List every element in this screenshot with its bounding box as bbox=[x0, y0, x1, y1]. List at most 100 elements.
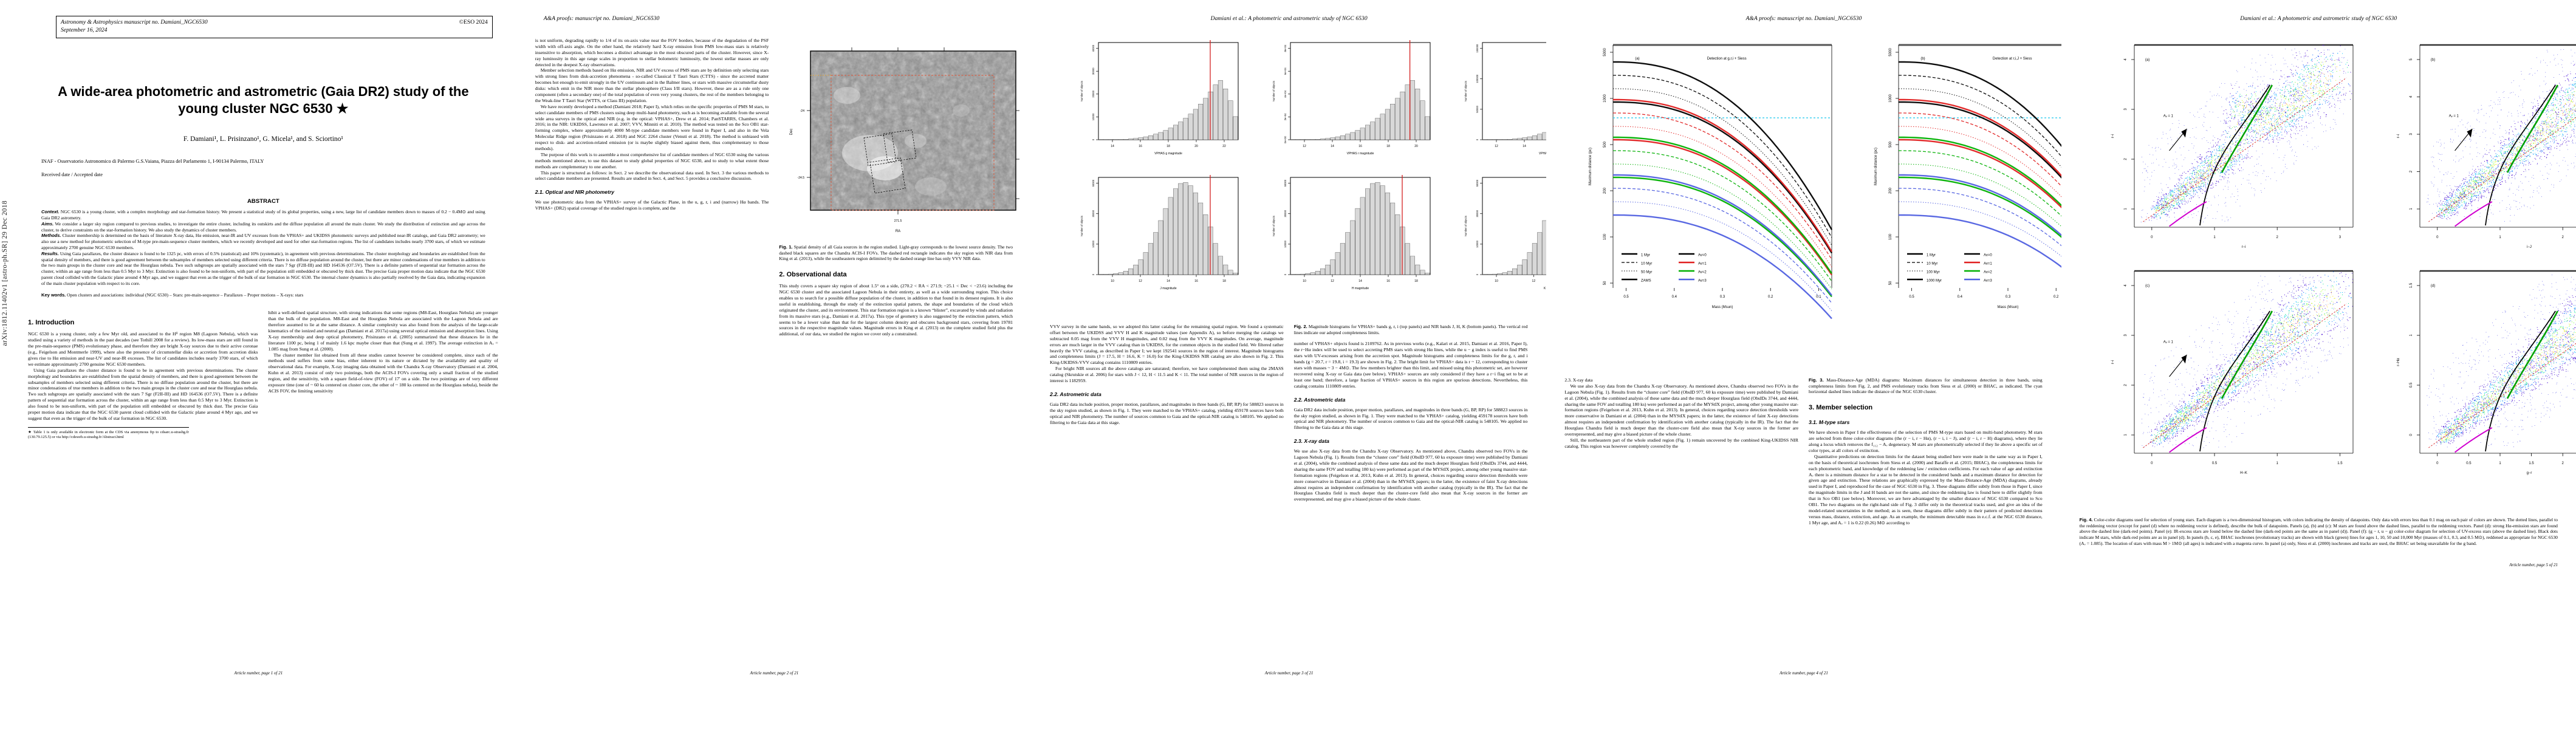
page-3: Damiani et al.: A photometric and astrom… bbox=[1032, 0, 1547, 729]
page-footer-5: Article number, page 5 of 21 bbox=[2509, 562, 2558, 567]
fig2-xtick: 20 bbox=[1414, 145, 1418, 148]
fig2-ytick: 10000 bbox=[1092, 113, 1095, 120]
fig2-xtick: 12 bbox=[1331, 279, 1334, 283]
fig4-panel: Aᵥ = 1 (c) 0 0.5 1 1.5 1 2 3 4 H−K r−i bbox=[2111, 270, 2354, 475]
fig3-ytick: 1000 bbox=[1889, 94, 1893, 103]
fig2-ytick: 4e+04 bbox=[1284, 90, 1287, 97]
fig2-ytick: 30000 bbox=[1092, 210, 1095, 217]
fig4-xtick: 2 bbox=[2561, 462, 2564, 465]
fig2-ytick: 100000 bbox=[1476, 74, 1479, 83]
fig3-panel-title: Detection at g,r,i + Siess bbox=[1707, 57, 1747, 61]
fig3-legend-age: 1 Myr bbox=[1641, 254, 1650, 258]
section-heading-member-selection: 3. Member selection bbox=[1809, 404, 1873, 412]
figure-1: 271.5 -24 -24.5 RA Dec Fig. 1. Spatial d… bbox=[779, 38, 1020, 262]
fig2-xlabel: K magnitude bbox=[1544, 287, 1546, 290]
fig2-ylabel: Number of objects bbox=[1272, 216, 1275, 236]
fig4-ylabel: r−i bbox=[2111, 134, 2115, 139]
column-right-4: Fig. 3. Mass-Distance-Age (MDA) diagrams… bbox=[1809, 377, 2043, 526]
body-paragraph: This study covers a square sky region of… bbox=[779, 283, 1013, 337]
figure-4-caption: Fig. 4. Color-color diagrams used for se… bbox=[2079, 517, 2558, 546]
fig2-xtick: 16 bbox=[1386, 279, 1390, 283]
fig3-ytick: 5000 bbox=[1889, 48, 1893, 56]
fig2-xtick: 18 bbox=[1414, 279, 1418, 283]
fig2-panel: 101214160100003000050000K magnitudeNumbe… bbox=[1464, 177, 1547, 290]
fig3-panel-tag: (b) bbox=[1921, 57, 1925, 61]
fig4-ytick: 2 bbox=[2410, 170, 2413, 173]
author-list: F. Damiani¹, L. Prisinzano¹, G. Micela¹,… bbox=[183, 135, 343, 143]
figure-3-svg: 0.5 0.4 0.3 0.2 0.1 50 100 200 500 1000 5000 Mass (… bbox=[1589, 44, 2061, 320]
fig4-panel-tag: (a) bbox=[2145, 58, 2150, 62]
fig2-ytick: 150000 bbox=[1476, 44, 1479, 53]
fig4-xtick: 1 bbox=[2213, 236, 2216, 239]
fig2-ylabel: Number of objects bbox=[1080, 81, 1083, 101]
fig1-xlabel: RA bbox=[896, 230, 900, 233]
fig2-xlabel: VPHAS g magnitude bbox=[1154, 152, 1182, 156]
figure-1-caption: Fig. 1. Spatial density of all Gaia sour… bbox=[779, 244, 1013, 262]
fig4-xtick: 0.5 bbox=[2466, 462, 2472, 465]
fig4-xlabel: g−r bbox=[2526, 471, 2532, 475]
fig4-ytick: 4 bbox=[2124, 284, 2128, 287]
fig4-ytick: 4 bbox=[2124, 58, 2128, 61]
fig2-ytick: 40000 bbox=[1092, 44, 1095, 52]
fig4-xtick: 0 bbox=[2151, 462, 2153, 465]
fig2-xlabel: J magnitude bbox=[1160, 287, 1176, 290]
fig4-xtick: 1.5 bbox=[2337, 462, 2343, 465]
column-left: 1. Introduction NGC 6530 is a young clus… bbox=[28, 310, 258, 440]
fig4-ylabel: r−Hα bbox=[2397, 358, 2400, 366]
body-paragraph: We have recently developed a method (Dam… bbox=[535, 103, 769, 152]
fig2-panel: 10 12 14 16 18 0 10000 30000 50000 J magnitude Num… bbox=[1080, 175, 1239, 290]
fig4-panel-tag: (b) bbox=[2431, 58, 2435, 62]
fig2-ytick: 50000 bbox=[1476, 105, 1479, 112]
fig2-ytick: 0 bbox=[1284, 273, 1287, 275]
fig2-ytick: 50000 bbox=[1476, 179, 1479, 187]
figure-4: Aᵥ = 1 (a) 0 1 2 3 1 2 3 4 r−i r−i Aᵥ = 1 (b) 0 1 2 3 1 2 3 4… bbox=[2080, 30, 2576, 507]
fig2-xtick: 10 bbox=[1303, 279, 1306, 283]
title-line-2: young cluster NGC 6530 ★ bbox=[178, 101, 349, 117]
fig4-ylabel: r−i bbox=[2111, 360, 2115, 364]
journal-date-line: September 16, 2024 bbox=[61, 26, 108, 33]
fig3-legend-av: Av=3 bbox=[1984, 279, 1992, 283]
abstract-paragraph: Context. NGC 6530 is a young cluster, wi… bbox=[41, 209, 485, 221]
fig1-xtick-271-5: 271.5 bbox=[894, 219, 902, 223]
fig2-ytick: 2e+04 bbox=[1284, 113, 1287, 120]
body-paragraph: For bright NIR sources all the above cat… bbox=[1050, 366, 1284, 384]
fig2-xtick: 16 bbox=[1358, 145, 1362, 148]
fig3-ylabel: Maximum distance (pc) bbox=[1589, 148, 1592, 185]
fig2-xtick: 14 bbox=[1358, 279, 1362, 283]
figure-2-caption: Fig. 2. Magnitude histograms for VPHAS+ … bbox=[1293, 324, 1528, 335]
body-columns: 1. Introduction NGC 6530 is a young clus… bbox=[28, 310, 499, 440]
body-columns-2: is not uniform, degrading rapidly to 1/4… bbox=[535, 38, 1020, 337]
fig4-xlabel: i−J bbox=[2527, 245, 2532, 249]
fig3-ytick: 200 bbox=[1603, 187, 1607, 194]
fig4-ytick: 1.5 bbox=[2410, 282, 2413, 288]
fig3-legend-age: 10 Myr bbox=[1927, 262, 1937, 266]
fig3-legend-age: 1 Myr bbox=[1927, 254, 1936, 258]
fig4-xtick: 0.5 bbox=[2211, 462, 2217, 465]
running-head-2: A&A proofs: manuscript no. Damiani_NGC65… bbox=[543, 16, 660, 22]
fig4-panel: Aᵥ = 1 (a) 0 1 2 3 1 2 3 4 r−i r−i bbox=[2111, 44, 2354, 249]
column-left-4: 2.3. X-ray data We use also X-ray data f… bbox=[1564, 377, 1798, 526]
column-left-3: VVV survey in the same bands, so we adop… bbox=[1050, 324, 1284, 502]
fig4-ytick: 1 bbox=[2410, 334, 2413, 337]
journal-manuscript-line: Astronomy & Astrophysics manuscript no. … bbox=[61, 19, 208, 26]
fig2-xtick: 10 bbox=[1495, 279, 1498, 283]
fig3-ytick: 500 bbox=[1889, 141, 1893, 148]
fig3-legend-av: Av=3 bbox=[1698, 279, 1707, 283]
fig3-xtick: 0.3 bbox=[2006, 295, 2011, 299]
fig3-legend-av: Av=2 bbox=[1984, 271, 1992, 275]
fig2-ytick: 20000 bbox=[1092, 90, 1095, 97]
title-line-1: A wide-area photometric and astrometric … bbox=[58, 83, 469, 99]
body-paragraph: We use photometric data from the VPHAS+ … bbox=[535, 199, 769, 211]
journal-header: Astronomy & Astrophysics manuscript no. … bbox=[56, 16, 493, 38]
fig2-ytick: 0 bbox=[1092, 139, 1095, 140]
body-paragraph: NGC 6530 is a young cluster, only a few … bbox=[28, 331, 258, 367]
fig2-panel: 12 14 16 18 20 0e+00 2e+04 4e+04 6e+04 8e+04 VPHAS… bbox=[1272, 40, 1431, 156]
fig4-ytick: 3 bbox=[2124, 108, 2128, 111]
fig1-ytick-minus24-5: -24.5 bbox=[798, 176, 805, 180]
fig2-panel: 10 12 14 16 18 0 10000 30000 50000 H magnitude Num… bbox=[1272, 175, 1431, 290]
fig3-xtick: 0.1 bbox=[1817, 295, 1822, 299]
journal-copyright: ©ESO 2024 bbox=[459, 19, 488, 26]
fig4-xtick: 0 bbox=[2436, 236, 2439, 239]
fig3-legend-age: 50 Myr bbox=[1641, 271, 1652, 275]
